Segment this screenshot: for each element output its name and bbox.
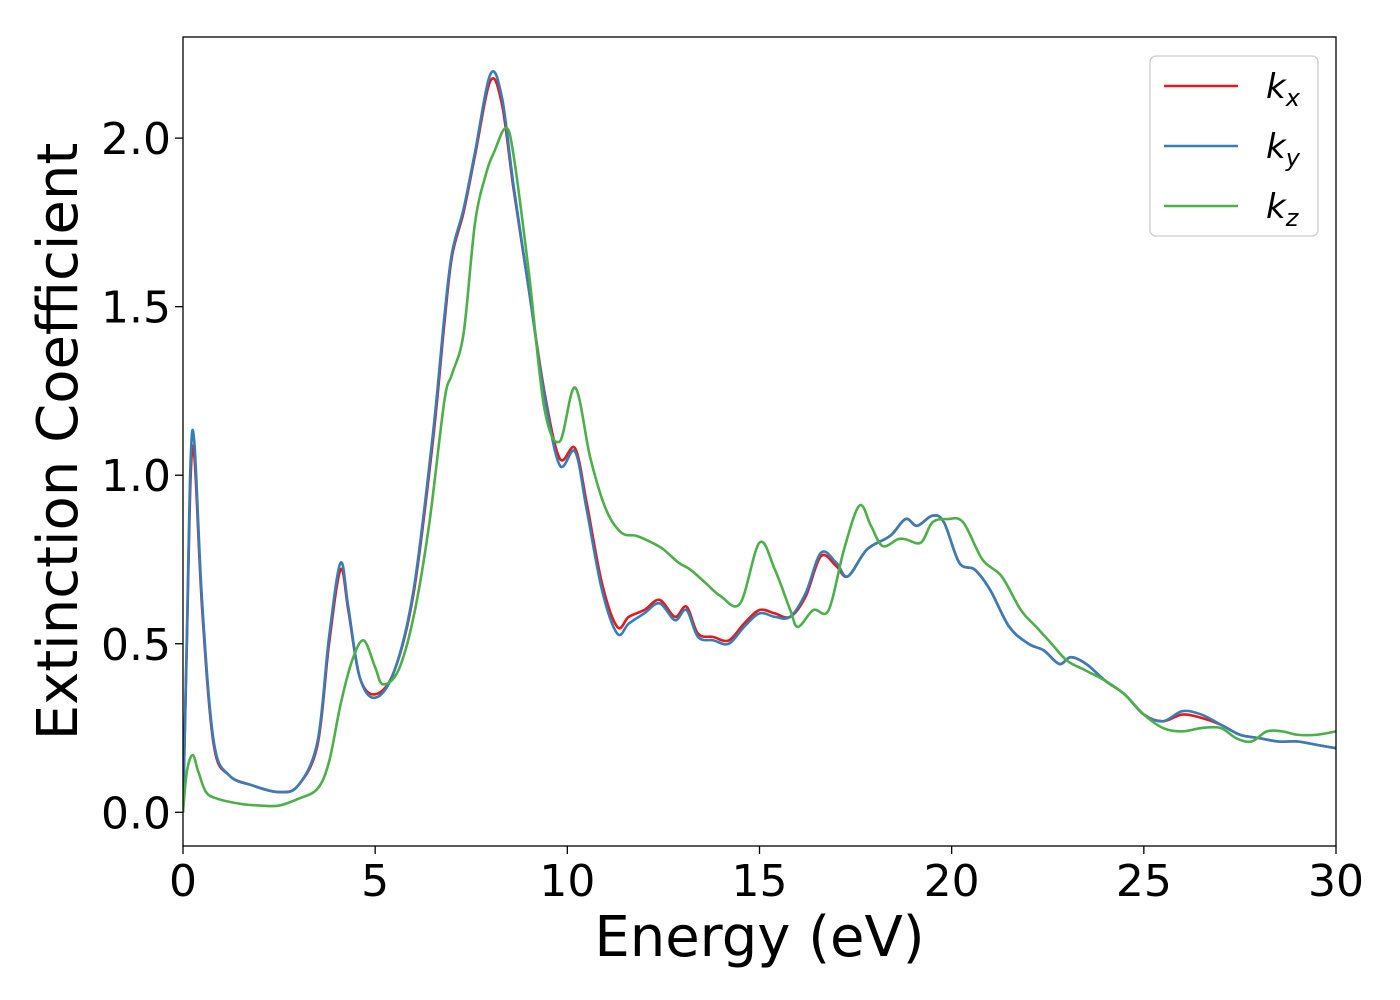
legend-label-kz: kz <box>1266 187 1300 232</box>
y-tick-label: 1.0 <box>101 451 171 502</box>
x-axis-label: Energy (eV) <box>594 905 924 970</box>
legend-label-subscript: y <box>1285 144 1301 172</box>
series-line-kz <box>183 126 1336 813</box>
legend-label-subscript: z <box>1285 204 1300 232</box>
x-tick-label: 30 <box>1308 856 1364 907</box>
x-tick-label: 10 <box>539 856 595 907</box>
x-tick-label: 0 <box>169 856 197 907</box>
y-tick-label: 2.0 <box>101 114 171 165</box>
legend-label-base: k <box>1266 67 1287 107</box>
legend-label-base: k <box>1266 187 1287 227</box>
x-tick-label: 20 <box>924 856 980 907</box>
x-tick-label: 5 <box>361 856 389 907</box>
y-axis-label: Extinction Coefficient <box>26 143 91 741</box>
x-tick-label: 15 <box>732 856 788 907</box>
series-layer <box>183 70 1336 813</box>
series-line-ky <box>183 70 1336 813</box>
legend-label-ky: ky <box>1266 127 1301 172</box>
y-tick-label: 0.0 <box>101 788 171 839</box>
legend-label-kx: kx <box>1266 67 1301 112</box>
y-tick-label: 1.5 <box>101 283 171 334</box>
y-axis: 0.0 0.5 1.0 1.5 2.0 <box>101 114 183 839</box>
x-tick-label: 25 <box>1116 856 1172 907</box>
legend-label-base: k <box>1266 127 1287 167</box>
x-axis: 0 5 10 15 20 25 30 <box>169 846 1364 907</box>
y-tick-label: 0.5 <box>101 620 171 671</box>
legend-label-subscript: x <box>1285 84 1301 112</box>
